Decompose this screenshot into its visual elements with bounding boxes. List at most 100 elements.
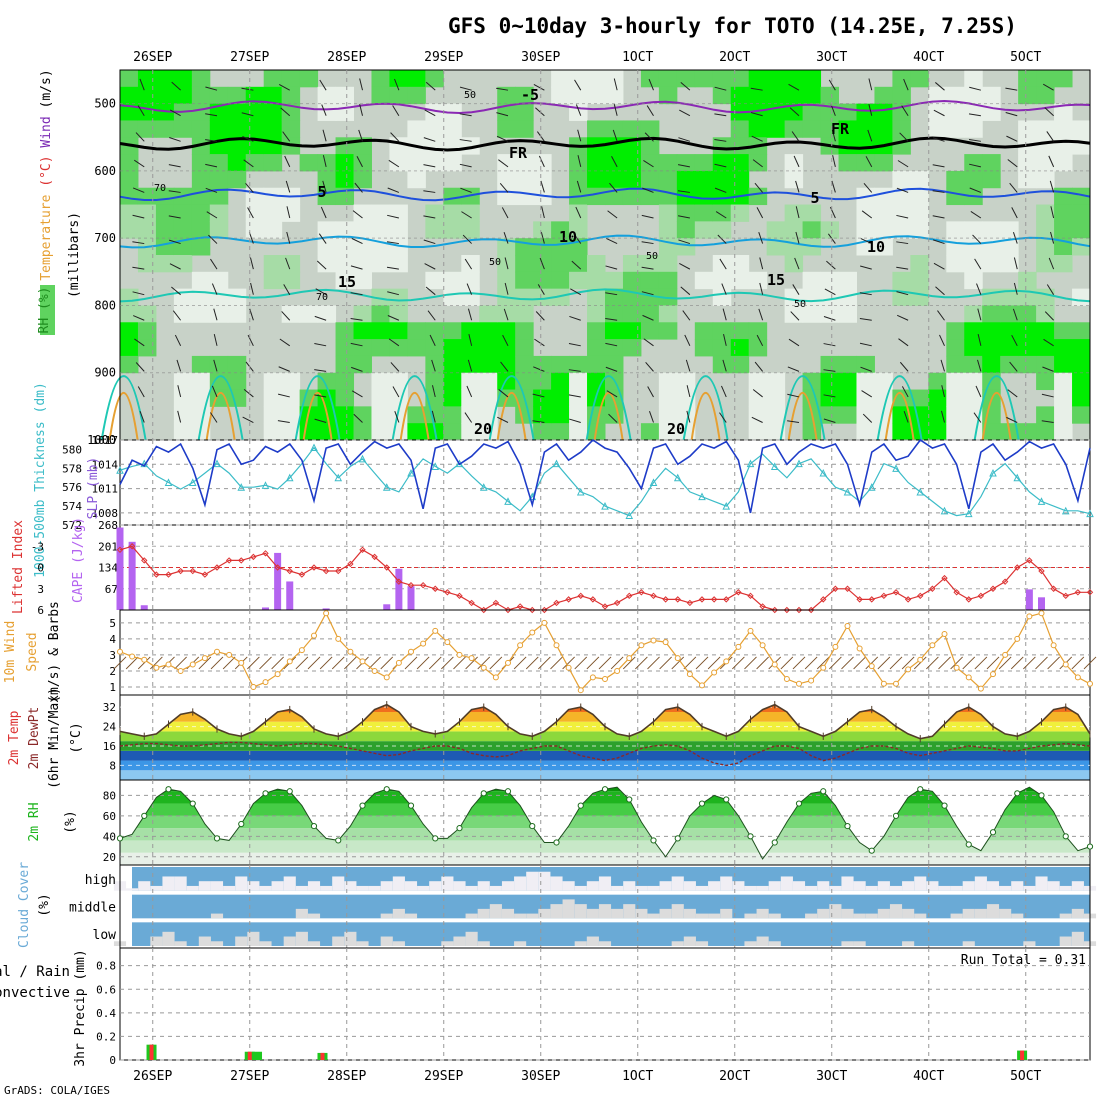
rh-cell (838, 355, 857, 374)
rh-cell (371, 305, 390, 323)
slp-tick: 1014 (92, 458, 119, 471)
thickness-point (795, 459, 803, 468)
rh-point (844, 822, 851, 830)
precip-convective-bar (247, 1051, 252, 1060)
rh-cell (461, 389, 480, 407)
rh-cell (1072, 322, 1091, 340)
wind-barb (865, 656, 879, 670)
rh-cell (1000, 288, 1019, 306)
wind-barb (538, 656, 551, 670)
slp-axis-label: SLP (mb) (86, 457, 101, 520)
cloud-cover-bar (562, 899, 575, 919)
wind-barb (318, 233, 327, 244)
wind-point (626, 655, 633, 662)
rh-point (674, 835, 681, 842)
rh-cell (443, 372, 462, 391)
cloud-cover-bar (756, 936, 769, 946)
rh-cell (515, 255, 534, 273)
rh-cell (1018, 70, 1037, 88)
rh-cell (748, 423, 768, 441)
wind-point (638, 642, 645, 649)
rh-cell (461, 355, 480, 374)
wind-barb (1005, 87, 1018, 91)
thickness-point (431, 462, 440, 470)
rh-cell (227, 305, 247, 323)
thickness-point (746, 459, 755, 468)
cloud-cover-bar (647, 913, 660, 919)
cloud-cover-bar (853, 913, 866, 919)
rh-cell (802, 271, 822, 290)
wind-point (929, 642, 936, 649)
axis-label-part: 2m DewPt (27, 707, 42, 770)
wind-barb (533, 83, 545, 91)
rh-point (868, 847, 875, 854)
rh-cell (928, 406, 947, 424)
cloud-cover-bar (477, 881, 490, 891)
rh-cell (946, 389, 965, 407)
li-point (759, 603, 766, 610)
wind-barb (1043, 338, 1054, 347)
wind-barb (575, 104, 582, 116)
rh-cell (946, 372, 965, 391)
li-point (456, 592, 463, 600)
rh-cell (1000, 339, 1019, 357)
wind-barb (932, 190, 945, 193)
cloud-cover-bar (598, 904, 612, 919)
rh-tick: 40 (103, 830, 116, 843)
rh-cell (425, 389, 444, 407)
wind-barb (898, 338, 909, 347)
wind-barb (832, 155, 836, 167)
cloud-cover-bar (817, 908, 830, 919)
wind-barb (1044, 107, 1054, 117)
rh-cell (443, 389, 462, 407)
rh-cell (281, 305, 301, 323)
cloud-cover-bar (198, 881, 211, 891)
li-point (844, 585, 851, 592)
wind-point (747, 627, 754, 634)
li-point (201, 571, 209, 578)
cloud-cover-bar (186, 885, 199, 891)
rh-cell (1072, 187, 1091, 206)
thickness-point (819, 468, 828, 477)
wind-barb (424, 109, 436, 117)
rh-cell (173, 255, 193, 273)
li-point (1026, 557, 1033, 564)
cloud-layer-label: low (93, 928, 117, 943)
rh-cell (622, 305, 642, 323)
top-date-label: 28SEP (327, 50, 366, 65)
wind-barb (532, 393, 545, 398)
rh-cell (137, 120, 157, 138)
rh-cell (533, 372, 552, 391)
rh-cell (910, 204, 929, 222)
rh-tick: 60 (103, 810, 116, 823)
rh-cell (712, 355, 732, 374)
wind-barb (574, 656, 588, 670)
rh-cell (766, 389, 786, 407)
rh-cell (784, 103, 804, 121)
wind-barb (353, 413, 363, 423)
rh-cell (569, 70, 588, 88)
wind-barb (247, 656, 260, 670)
cloud-cover-bar (841, 876, 854, 891)
wind-barb (932, 215, 945, 219)
wind-barb (823, 316, 836, 321)
wind-barb (679, 109, 691, 117)
cape-bar (407, 586, 415, 610)
rh-cell (137, 86, 157, 105)
wind-barb (1006, 416, 1018, 423)
rh-point (407, 802, 415, 809)
rh-axis-label: (%) (63, 810, 78, 833)
rh-cell (497, 170, 516, 189)
precip-tick: 0.4 (96, 1007, 116, 1020)
wind-barb (1042, 83, 1054, 91)
rh-cell (587, 288, 606, 306)
rh-cell (281, 372, 301, 391)
contour-label: 20 (667, 420, 685, 438)
wind-barb (795, 206, 800, 219)
cloud-cover-bar (465, 913, 478, 919)
thickness-point (964, 509, 973, 518)
wind-barb (387, 291, 399, 296)
cloud-layer-label: high (85, 873, 116, 888)
wind-barb (453, 656, 466, 670)
